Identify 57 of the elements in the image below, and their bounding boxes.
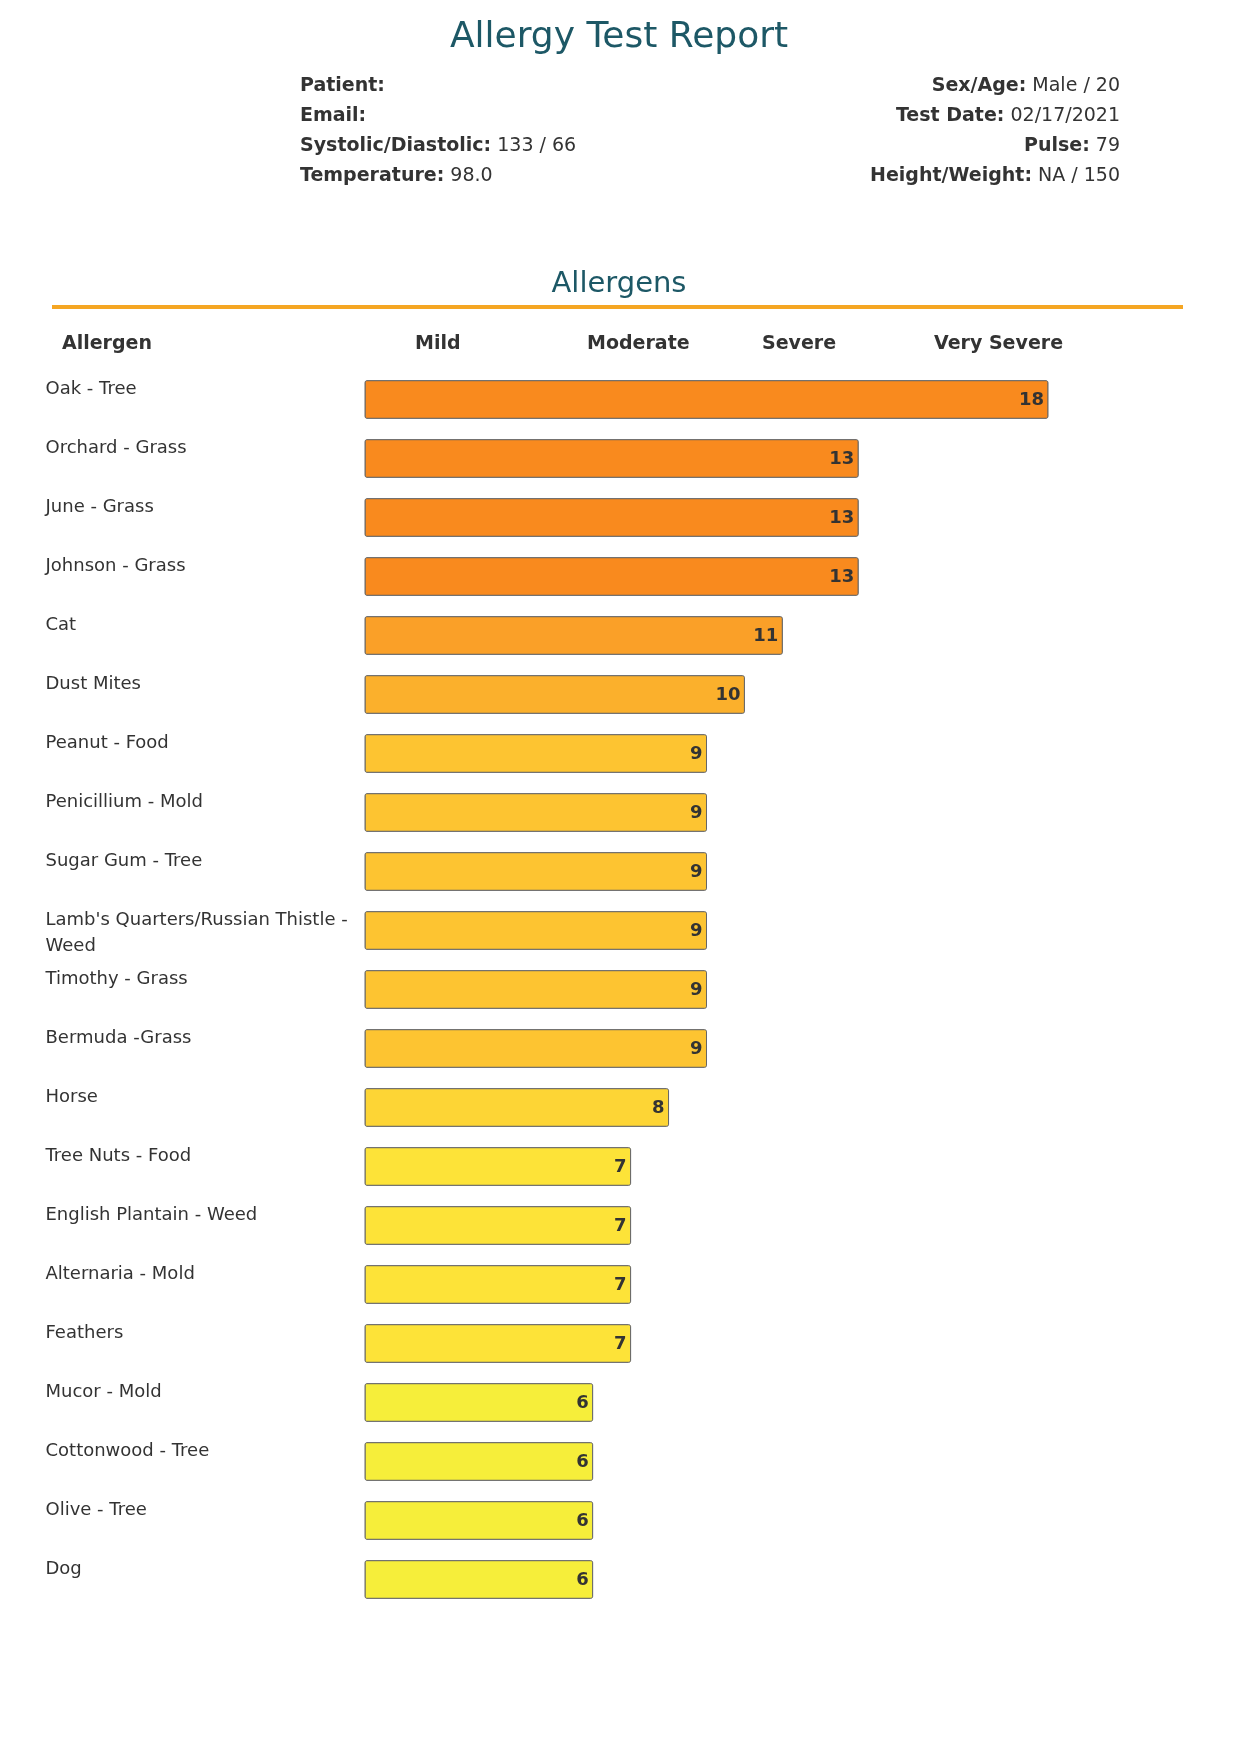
data-label: 9: [689, 1036, 703, 1058]
y-tick-label: Cat: [45, 612, 77, 634]
data-label: 18: [1018, 387, 1044, 409]
y-tick-label: Feathers: [45, 1320, 124, 1342]
text: Height/Weight: NA / 150: [869, 163, 1120, 185]
y-tick-label: Olive - Tree: [45, 1497, 147, 1519]
y-tick-label: Tree Nuts - Food: [44, 1143, 192, 1165]
y-tick-label: Johnson - Grass: [44, 553, 186, 575]
text: Very Severe: [934, 331, 1064, 353]
data-label: 13: [829, 564, 855, 586]
data-label: 13: [829, 446, 855, 468]
data-label: 10: [715, 682, 741, 704]
y-tick-label: Sugar Gum - Tree: [45, 848, 203, 870]
y-tick-label: Orchard - Grass: [45, 435, 187, 457]
y-tick-label: Penicillium - Mold: [45, 789, 203, 811]
y-tick-label: Cottonwood - Tree: [45, 1438, 210, 1460]
y-tick-label: Bermuda -Grass: [45, 1025, 192, 1047]
y-tick-label: Alternaria - Mold: [45, 1261, 195, 1283]
chart-title: Allergy Test Report: [448, 13, 790, 55]
data-label: 9: [689, 741, 703, 763]
data-label: 13: [829, 505, 855, 527]
data-label: 11: [753, 623, 779, 645]
text: Email:: [300, 103, 367, 125]
data-label: 7: [614, 1331, 627, 1353]
text: Temperature: 98.0: [300, 163, 494, 185]
y-tick-label: Horse: [45, 1084, 98, 1106]
text: Sex/Age: Male / 20: [930, 73, 1120, 95]
data-label: 9: [689, 918, 703, 940]
chart-subtitle: Allergens: [550, 265, 688, 299]
y-tick-label: Dust Mites: [45, 671, 141, 693]
data-label: 8: [652, 1095, 665, 1117]
y-tick-label: Mucor - Mold: [45, 1379, 162, 1401]
data-label: 7: [614, 1272, 627, 1294]
y-tick-label: Oak - Tree: [45, 376, 137, 398]
text: Moderate: [587, 331, 690, 353]
data-label: 6: [576, 1390, 589, 1412]
data-label: 6: [576, 1567, 589, 1589]
y-axis-title: Allergen: [62, 331, 152, 353]
text: Systolic/Diastolic: 133 / 66: [300, 133, 578, 155]
y-tick-label: Timothy - Grass: [44, 966, 188, 988]
y-tick-label: English Plantain - Weed: [45, 1202, 258, 1224]
text: Mild: [415, 331, 461, 353]
text: Patient:: [300, 73, 385, 95]
data-label: 9: [689, 977, 703, 999]
data-label: 7: [614, 1154, 627, 1176]
text: Test Date: 02/17/2021: [894, 103, 1120, 125]
text: Severe: [762, 331, 837, 353]
data-label: 7: [614, 1213, 627, 1235]
y-tick-label: Peanut - Food: [45, 730, 169, 752]
text: Pulse: 79: [1023, 133, 1120, 155]
y-tick-label: June - Grass: [44, 494, 154, 516]
data-label: 9: [689, 800, 703, 822]
y-tick-label: Lamb's Quarters/Russian Thistle - Weed: [45, 907, 348, 955]
y-tick-label: Dog: [45, 1556, 82, 1578]
data-label: 9: [689, 859, 703, 881]
data-label: 6: [576, 1449, 589, 1471]
data-label: 6: [576, 1508, 589, 1530]
